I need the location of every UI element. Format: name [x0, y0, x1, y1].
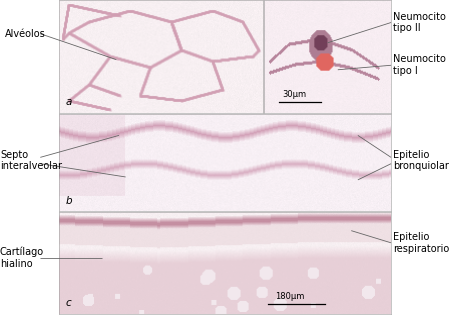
Text: Neumocito
tipo II: Neumocito tipo II — [393, 12, 447, 33]
Text: b: b — [66, 196, 73, 206]
Text: Neumocito
tipo I: Neumocito tipo I — [393, 55, 447, 76]
Text: 180μm: 180μm — [275, 292, 304, 301]
Text: Epitelio
respiratorio: Epitelio respiratorio — [393, 232, 450, 254]
Text: c: c — [66, 298, 72, 308]
Text: a: a — [65, 97, 72, 107]
Text: Epitelio
bronquiolar: Epitelio bronquiolar — [393, 150, 449, 171]
Text: Alvéolos: Alvéolos — [5, 29, 46, 39]
Text: 30μm: 30μm — [282, 90, 306, 99]
Text: Septo
interalveolar: Septo interalveolar — [0, 150, 62, 171]
Text: Cartílago
hialino: Cartílago hialino — [0, 247, 44, 269]
